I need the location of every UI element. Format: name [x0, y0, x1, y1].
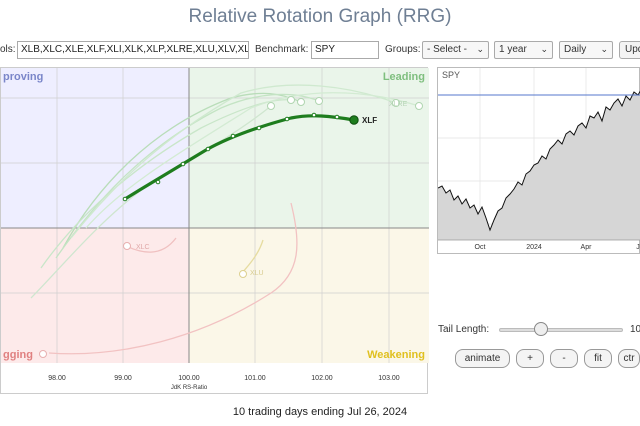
benchmark-label: Benchmark:	[255, 44, 309, 55]
tail-end-point	[123, 242, 131, 250]
quadrant-weakening	[189, 228, 429, 363]
tail-end-point	[297, 98, 305, 106]
page-title: Relative Rotation Graph (RRG)	[188, 6, 452, 27]
benchmark-input[interactable]: SPY	[311, 41, 379, 59]
quadrant-label-leading: Leading	[383, 71, 425, 83]
x-tick-label: 99.00	[114, 375, 132, 382]
xlf-tail	[124, 114, 355, 201]
x-axis: 98.00 99.00 100.00 101.00 102.00 103.00 …	[48, 375, 400, 391]
xlf-point	[334, 114, 340, 120]
xlf-point	[205, 146, 211, 152]
x-tick-label: J	[636, 244, 640, 251]
zoom-out-button[interactable]: -	[550, 349, 578, 368]
symbols-label: ols:	[0, 44, 16, 55]
tail-line	[48, 202, 298, 355]
xlf-point	[180, 161, 186, 167]
symbols-input[interactable]: XLB,XLC,XLE,XLF,XLI,XLK,XLP,XLRE,XLU,XLV…	[17, 41, 249, 59]
groups-label: Groups:	[385, 44, 421, 55]
x-axis-label: JdK RS-Ratio	[171, 385, 208, 391]
tail-length-value: 10	[630, 324, 640, 335]
controls-bar: ols: XLB,XLC,XLE,XLF,XLI,XLK,XLP,XLRE,XL…	[0, 41, 640, 61]
tail-end-point	[392, 99, 400, 107]
xlf-point	[122, 196, 128, 202]
xlf-point	[230, 133, 236, 139]
quadrant-label-weakening: Weakening	[367, 349, 425, 361]
xlf-point	[155, 179, 161, 185]
x-tick-label: 2024	[526, 244, 542, 251]
x-tick-label: Oct	[475, 244, 486, 251]
tail-end-point	[267, 102, 275, 110]
tail-end-point	[315, 97, 323, 105]
tail-end-point	[239, 270, 247, 278]
x-tick-label: 102.00	[311, 375, 333, 382]
date-range-caption: 10 trading days ending Jul 26, 2024	[232, 406, 408, 418]
update-button[interactable]: Upd	[619, 41, 640, 59]
benchmark-price-plot: SPY Oct 2024 Apr J	[437, 68, 640, 251]
x-tick-label: 101.00	[244, 375, 266, 382]
faded-symbol-label: XLC	[136, 244, 150, 251]
price-x-ticks: Oct 2024 Apr J	[475, 244, 640, 251]
tail-length-label: Tail Length:	[438, 324, 490, 335]
groups-select[interactable]: - Select - ⌄	[422, 41, 489, 59]
center-button[interactable]: ctr	[618, 349, 640, 368]
period-select[interactable]: 1 year ⌄	[494, 41, 553, 59]
benchmark-chart-symbol: SPY	[442, 70, 460, 80]
xlf-points	[122, 112, 340, 202]
faded-points	[39, 96, 423, 358]
chevron-down-icon: ⌄	[540, 44, 548, 54]
tail-line	[70, 84, 397, 239]
faded-tails	[30, 84, 420, 355]
quadrant-improving	[1, 68, 189, 228]
frequency-select[interactable]: Daily ⌄	[559, 41, 613, 59]
xlf-label: XLF	[362, 116, 377, 125]
x-tick-label: 100.00	[178, 375, 200, 382]
x-tick-label: 103.00	[378, 375, 400, 382]
tail-end-point	[287, 96, 295, 104]
quadrant-leading	[189, 68, 429, 228]
price-line	[437, 90, 640, 232]
period-select-value: 1 year	[499, 44, 527, 55]
benchmark-price-chart[interactable]: SPY Oct 2024 Apr J	[437, 67, 640, 254]
rrg-chart[interactable]: proving Leading gging Weakening	[0, 67, 429, 394]
quadrant-lagging	[1, 228, 189, 363]
chevron-down-icon: ⌄	[476, 44, 484, 54]
tail-length-slider-handle[interactable]	[534, 322, 548, 336]
fit-button[interactable]: fit	[584, 349, 612, 368]
x-tick-label: Apr	[581, 244, 593, 251]
groups-select-value: - Select -	[427, 44, 468, 55]
faded-symbol-label: XLU	[250, 270, 264, 277]
animate-button[interactable]: animate	[455, 349, 510, 368]
tail-end-point	[415, 102, 423, 110]
tail-line	[85, 92, 420, 229]
xlf-point	[284, 116, 290, 122]
tail-length-slider[interactable]	[499, 328, 623, 332]
quadrant-label-lagging: gging	[3, 349, 33, 361]
faded-symbol-label: XLRE	[389, 101, 408, 108]
x-tick-label: 98.00	[48, 375, 66, 382]
frequency-select-value: Daily	[564, 44, 587, 55]
xlf-point	[311, 112, 317, 118]
chevron-down-icon: ⌄	[600, 44, 608, 54]
rrg-plot: proving Leading gging Weakening	[1, 68, 429, 391]
zoom-in-button[interactable]: +	[516, 349, 544, 368]
xlf-point	[256, 125, 262, 131]
tail-line	[55, 93, 320, 259]
tail-end-point	[39, 350, 47, 358]
quadrant-label-improving: proving	[3, 71, 43, 83]
price-area	[438, 91, 640, 240]
xlf-head-point[interactable]	[349, 115, 359, 125]
